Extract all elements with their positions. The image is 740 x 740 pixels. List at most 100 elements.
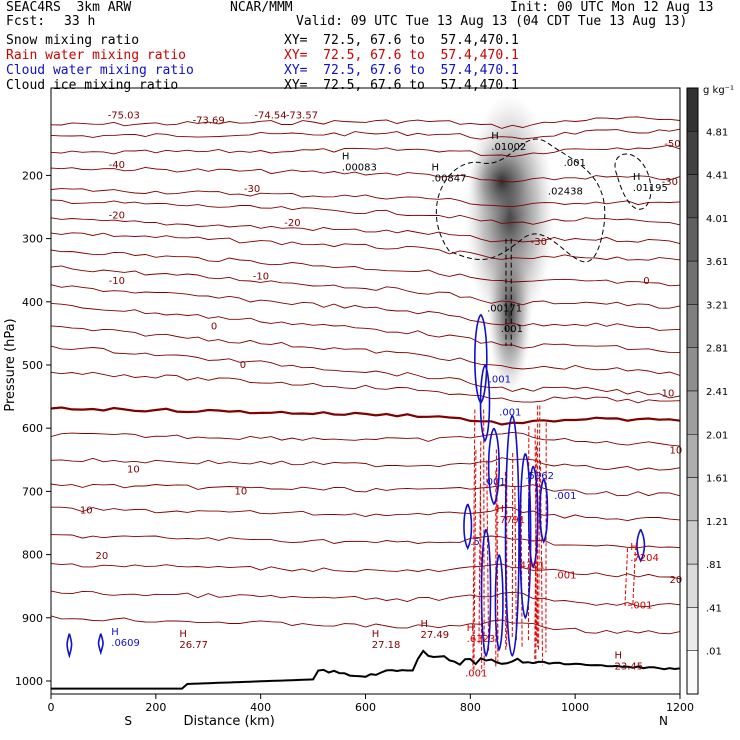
rain-water-contour-2: [538, 405, 541, 650]
max-marker-0: H: [342, 151, 350, 162]
max-label-0: .00083: [342, 162, 377, 173]
temperature-contour-20: [51, 534, 680, 549]
temperature-contour-17: [51, 457, 680, 471]
contour-label-5: -30: [244, 184, 260, 195]
rain-water-contour-19: [486, 460, 490, 652]
temperature-contour-19: [51, 506, 680, 522]
colorbar-segment-0: [686, 87, 699, 132]
colorbar-label-9: 1.21: [706, 517, 728, 528]
max-marker-13: H: [497, 504, 505, 515]
temperature-contour-0: [51, 116, 680, 129]
x-tick-label-4: 800: [460, 701, 481, 714]
rain-water-contour-13: [514, 486, 517, 642]
max-label-3: .001: [564, 158, 586, 169]
contour-label-6: -20: [109, 210, 125, 221]
max-label-8: .001: [489, 375, 511, 386]
contour-label-19: 0: [643, 276, 649, 287]
colorbar-label-4: 3.21: [706, 300, 728, 311]
x-tick-label-6: 1200: [666, 701, 694, 714]
x-end-label-right: N: [659, 714, 668, 728]
contour-label-18: -30: [531, 237, 547, 248]
max-marker-17: H: [467, 623, 475, 634]
colorbar-label-11: .41: [706, 603, 722, 614]
cloud-water-contour-11: [66, 633, 73, 659]
temperature-contour-15: [51, 406, 680, 426]
max-label-14: .5: [470, 537, 480, 548]
x-tick-label-2: 400: [250, 701, 271, 714]
max-label-11: .001: [554, 491, 576, 502]
temperature-contour-3: [51, 166, 680, 183]
x-tick-label-3: 600: [355, 701, 376, 714]
max-label-5: .01195: [633, 183, 668, 194]
colorbar-segment-3: [686, 217, 699, 262]
y-tick-label-0: 200: [22, 169, 43, 182]
colorbar-segment-13: [686, 650, 699, 695]
organization-label: NCAR/MMM: [230, 0, 293, 15]
colorbar-segment-1: [686, 131, 699, 175]
temperature-contour-10: [51, 284, 680, 331]
plot-area: [51, 93, 680, 690]
y-tick-label-3: 500: [22, 359, 43, 372]
temperature-contour-6: [51, 217, 680, 245]
cloud-water-contour-10: [636, 528, 646, 563]
init-time: Init: 00 UTC Mon 12 Aug 13: [510, 0, 714, 15]
colorbar-label-2: 4.01: [706, 214, 728, 225]
y-tick-label-4: 600: [22, 422, 43, 435]
contour-label-22: 20: [670, 575, 683, 586]
max-label-19: .7204: [630, 553, 659, 564]
max-marker-24: H: [421, 619, 429, 630]
cloud-ice-contour-east: [614, 153, 652, 210]
cloud-water-contour-9: [494, 554, 504, 652]
field-cloud-ice-name: Cloud ice mixing ratio: [6, 78, 179, 93]
contour-label-4: -40: [109, 160, 125, 171]
cloud-water-contour-7: [539, 478, 549, 544]
y-tick-label-1: 300: [22, 233, 43, 246]
max-marker-23: H: [372, 629, 380, 640]
contour-label-14: 10: [80, 506, 93, 517]
cloud-water-contour-2: [463, 503, 473, 551]
colorbar-segment-5: [686, 304, 699, 348]
contour-label-20: 10: [662, 389, 675, 400]
max-label-10: .5962: [525, 471, 554, 482]
temperature-contour-1: [51, 128, 680, 140]
contour-label-15: 20: [96, 551, 109, 562]
max-label-21: .0609: [111, 638, 140, 649]
temperature-contour-16: [51, 431, 680, 447]
max-label-16: .001: [554, 571, 576, 582]
contour-label-11: 0: [240, 360, 246, 371]
temperature-contour-21: [51, 563, 680, 580]
colorbar-segment-12: [686, 607, 699, 651]
temperature-contour-5: [51, 199, 680, 226]
contour-label-12: 10: [127, 464, 140, 475]
rain-water-contour-18: [478, 441, 482, 646]
cloud-water-contour-8: [480, 528, 492, 658]
contour-label-8: -10: [253, 272, 269, 283]
contour-label-7: -20: [284, 218, 300, 229]
contour-label-9: -10: [109, 276, 125, 287]
rain-water-contour-20: [473, 449, 477, 673]
colorbar-segment-8: [686, 434, 699, 478]
temperature-contour-2: [51, 144, 680, 158]
temperature-contour-22: [51, 590, 680, 608]
temperature-contour-18: [51, 483, 680, 497]
colorbar-segment-6: [686, 347, 699, 392]
temperature-contour-9: [51, 265, 680, 309]
plot-title: SEAC4RS 3km ARW: [6, 0, 132, 15]
contour-label-16: -50: [664, 139, 680, 150]
max-marker-2: H: [491, 131, 499, 142]
max-marker-25: H: [614, 651, 622, 662]
temperature-contour-23: [51, 615, 680, 635]
y-tick-label-8: 1000: [15, 675, 43, 688]
rain-water-contour-21: [540, 460, 544, 666]
rain-water-contour-6: [472, 409, 476, 669]
colorbar-label-1: 4.41: [706, 171, 728, 182]
x-axis-label: Distance (km): [184, 714, 275, 729]
max-label-20: .001: [630, 600, 652, 611]
snow-plume-column: [487, 234, 532, 395]
rain-water-contour-14: [534, 428, 538, 641]
cloud-water-contour-6: [527, 465, 539, 569]
temperature-contour-8: [51, 249, 680, 287]
temperature-contour-13: [51, 345, 680, 399]
y-tick-label-6: 800: [22, 549, 43, 562]
